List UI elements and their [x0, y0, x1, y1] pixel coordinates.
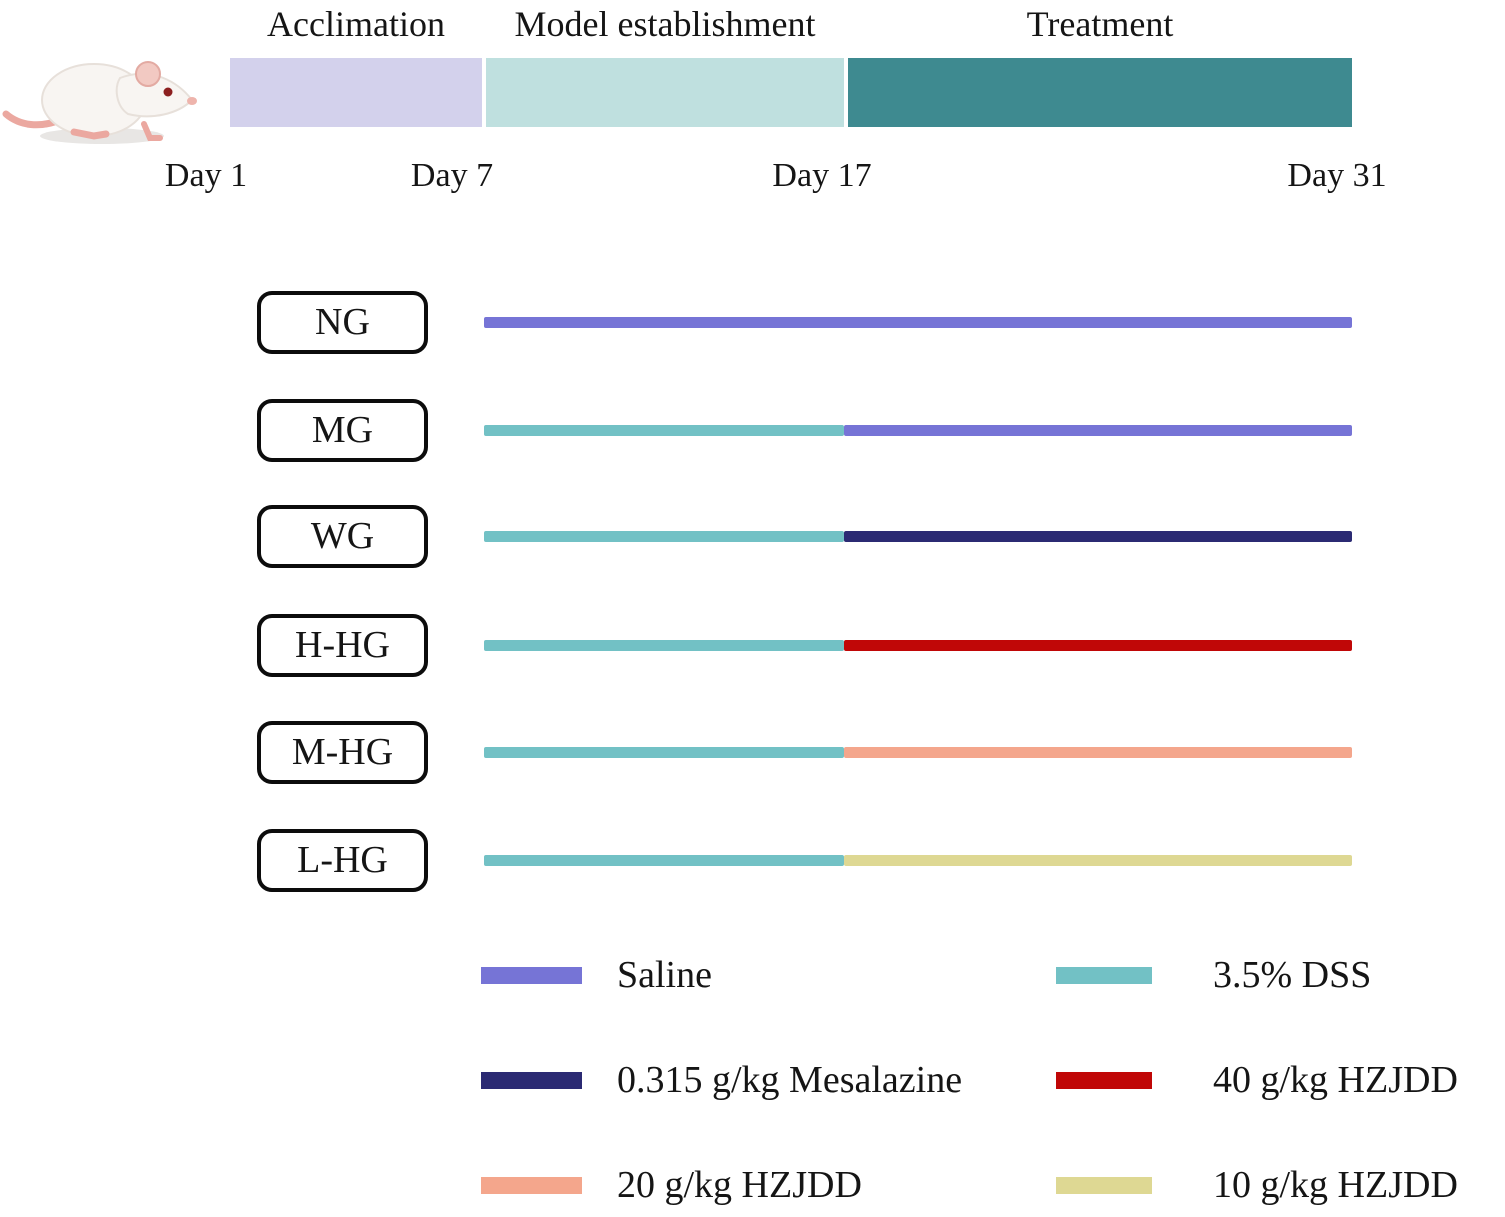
rat-illustration: [2, 61, 197, 144]
phase-label: Treatment: [1026, 4, 1174, 44]
phase-label: Acclimation: [267, 4, 445, 44]
timeline-segment: [484, 639, 844, 651]
group-label: NG: [315, 301, 370, 343]
phase-label: Model establishment: [514, 4, 816, 44]
timeline-segment: [844, 530, 1352, 542]
group-box: NG: [257, 290, 428, 354]
timeline-segment: [484, 854, 844, 866]
timeline-segment: [484, 746, 844, 758]
timeline-segment: [844, 639, 1352, 651]
day-label: Day 7: [410, 157, 494, 194]
legend-label: 10 g/kg HZJDD: [1213, 1164, 1458, 1206]
timeline-segment: [844, 854, 1352, 866]
timeline-segment: [484, 316, 1352, 328]
group-box: MG: [257, 398, 428, 462]
phase-bar: [848, 58, 1352, 127]
legend-label: 0.315 g/kg Mesalazine: [617, 1059, 963, 1101]
phase-bar: [486, 58, 844, 127]
group-label: M-HG: [291, 731, 394, 773]
legend-label: 40 g/kg HZJDD: [1213, 1059, 1458, 1101]
group-box: L-HG: [257, 828, 428, 892]
phase-bar: [230, 58, 482, 127]
timeline-segment: [844, 424, 1352, 436]
group-box: H-HG: [257, 613, 428, 677]
rat-eye-icon: [163, 87, 173, 97]
timeline-segment: [484, 424, 844, 436]
day-label: Day 31: [1287, 157, 1387, 194]
day-label: Day 17: [772, 157, 872, 194]
timeline-segment: [484, 530, 844, 542]
legend-swatch: [481, 967, 582, 984]
day-label: Day 1: [164, 157, 248, 194]
legend-label: 20 g/kg HZJDD: [617, 1164, 862, 1206]
rat-nose: [187, 97, 197, 105]
group-label: L-HG: [297, 839, 388, 881]
rat-front-leg: [141, 121, 163, 141]
legend-label: 3.5% DSS: [1213, 954, 1372, 996]
group-label: WG: [310, 515, 375, 557]
group-box: M-HG: [257, 720, 428, 784]
legend-swatch: [1056, 1177, 1152, 1194]
group-label: H-HG: [295, 624, 390, 666]
legend-swatch: [481, 1072, 582, 1089]
group-label: MG: [311, 409, 374, 451]
timeline-segment: [844, 746, 1352, 758]
legend-swatch: [1056, 967, 1152, 984]
rat-hind-foot: [70, 128, 110, 140]
rat-ear-icon: [135, 61, 161, 87]
legend-swatch: [1056, 1072, 1152, 1089]
group-box: WG: [257, 504, 428, 568]
legend-swatch: [481, 1177, 582, 1194]
legend-label: Saline: [617, 954, 712, 996]
